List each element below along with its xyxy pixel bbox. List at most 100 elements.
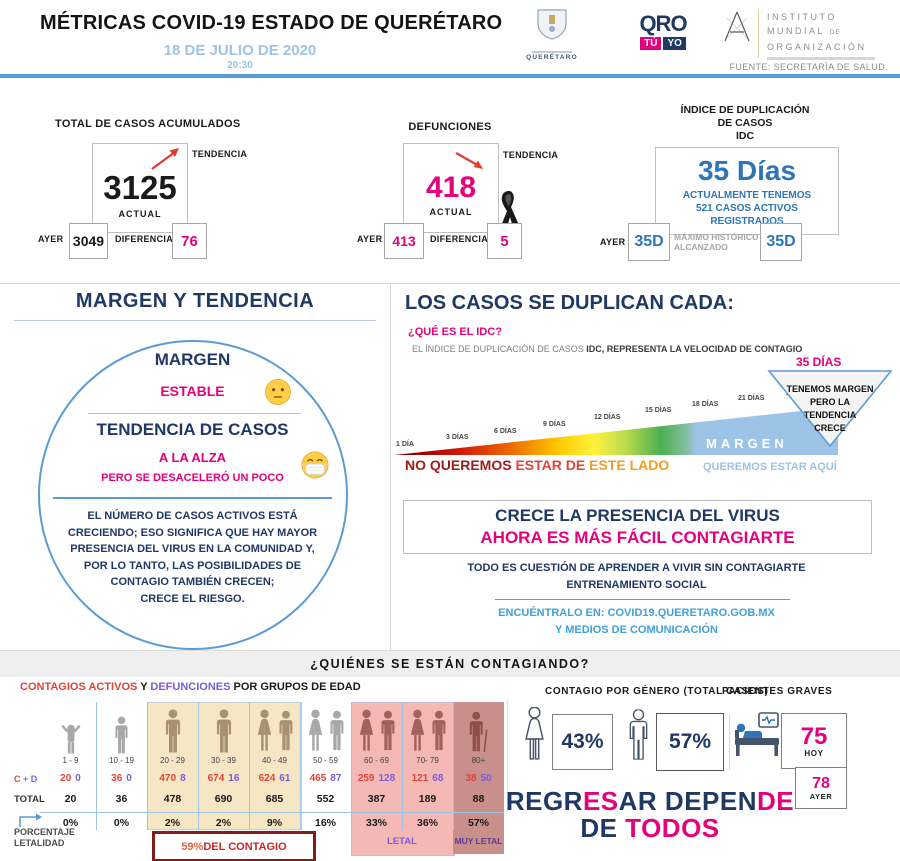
total-cell: 20 (64, 793, 77, 805)
total-cell: 478 (163, 793, 182, 805)
age-label: 20 - 29 (160, 756, 185, 765)
total-cell: 88 (472, 793, 485, 805)
cd-cell: 121 68 (411, 773, 444, 784)
age-label: 10 - 19 (109, 756, 134, 765)
age-labels-row: 1 - 9 10 - 19 20 - 29 30 - 39 40 - 49 50… (45, 756, 504, 765)
pct-cell: 57% (467, 817, 489, 829)
couple-icon (257, 709, 292, 751)
trend-down-icon (455, 152, 483, 169)
idc-value: 35 Días (697, 155, 797, 186)
col-separator (249, 702, 250, 830)
report-time: 20:30 (227, 60, 253, 71)
imo-tagline-bar (767, 57, 875, 60)
defunciones-diff-box: 5 (487, 223, 522, 259)
total-cell: 690 (214, 793, 233, 805)
pct-cell: 0% (113, 817, 130, 829)
total-cell: 189 (418, 793, 437, 805)
pct-cell: 9% (266, 817, 283, 829)
age-icon-30-39 (198, 702, 249, 754)
age-label: 40 - 49 (262, 756, 287, 765)
graves-hoy-value: 75 (800, 722, 828, 750)
total-cell: 552 (316, 793, 335, 805)
pct-cell: 2% (164, 817, 181, 829)
idc-question: ¿QUÉ ES EL IDC? (408, 326, 502, 338)
idc-ayer-label: AYER (600, 237, 626, 247)
days-badge: 35 DÍAS (796, 355, 842, 369)
mourning-ribbon-icon (501, 191, 519, 231)
slogan: REGRESAR DEPENDE DE TODOS (500, 788, 800, 842)
pct-cell: 36% (416, 817, 438, 829)
banner-line2: AHORA ES MÁS FÁCIL CONTAGIARTE (480, 528, 795, 547)
defunciones-trend-label: TENDENCIA (503, 150, 559, 160)
imo-divider (758, 10, 759, 58)
male-pct-box: 57% (656, 713, 724, 771)
source-note: FUENTE: SECRETARÍA DE SALUD. (729, 62, 888, 72)
margen-inner-divider-1 (88, 413, 301, 414)
cd-cell: 38 50 (465, 773, 492, 784)
margen-inner-divider-2 (53, 497, 332, 499)
total-cell: 685 (265, 793, 284, 805)
imo-line3: ORGANIZACIÓN (767, 42, 867, 52)
col-separator (147, 702, 148, 830)
svg-text:TENDENCIA: TENDENCIA (804, 410, 857, 420)
acumulados-diff-box: 76 (172, 223, 207, 259)
age-icon-40-49 (249, 702, 300, 754)
idc-gradient-wedge: MARGEN (394, 407, 838, 455)
man-icon (214, 708, 234, 754)
note-line2: ENTRENAMIENTO SOCIAL (566, 579, 707, 591)
cd-cell: 674 16 (207, 773, 240, 784)
scale-tick-6: 18 DÍAS (692, 401, 719, 408)
margen-word: MARGEN (706, 436, 788, 451)
scale-tick-5: 15 DÍAS (645, 407, 672, 414)
couple-icon (308, 709, 343, 751)
queretaro-crest-icon (537, 9, 567, 40)
margen-circle (38, 340, 348, 650)
imo-line1: INSTITUTO (767, 12, 837, 22)
age-label: 1 - 9 (62, 756, 79, 765)
mask-face-icon (301, 451, 329, 479)
contagio-callout-box: 59% DEL CONTAGIO (152, 831, 316, 861)
cd-cell: 465 87 (309, 773, 342, 784)
age-label: 80+ (471, 756, 486, 765)
good-side-message: QUEREMOS ESTAR AQUÍ (703, 461, 837, 473)
imo-a-icon (724, 11, 750, 42)
female-icon (521, 707, 548, 760)
graves-hoy-label: HOY (804, 748, 824, 758)
idc-description: EL ÍNDICE DE DUPLICACIÓN DE CASOS IDC, R… (412, 344, 803, 354)
cd-cell: 259 128 (357, 773, 396, 784)
svg-text:PERO LA: PERO LA (810, 397, 851, 407)
duplication-title: LOS CASOS SE DUPLICAN CADA: (405, 292, 734, 314)
age-table-subtitle: CONTAGIOS ACTIVOS Y DEFUNCIONES POR GRUP… (20, 681, 361, 693)
qro-wordmark: QRO (639, 11, 687, 36)
imo-logo: INSTITUTO MUNDIAL DE ORGANIZACIÓN (722, 10, 875, 60)
note-line1: TODO ES CUESTIÓN DE APRENDER A VIVIR SIN… (467, 562, 806, 574)
age-icon-10-19 (96, 702, 147, 754)
report-date: 18 DE JULIO DE 2020 (163, 42, 317, 59)
col-separator (96, 702, 97, 830)
bad-side-message: NO QUEREMOS ESTAR DE ESTE LADO (405, 457, 670, 473)
age-label: 30 - 39 (211, 756, 236, 765)
muy-letal-label: MUY LETAL (454, 836, 503, 846)
svg-text:TENEMOS MARGEN: TENEMOS MARGEN (786, 384, 873, 394)
idc-line2: 521 CASOS ACTIVOS (696, 203, 798, 214)
margen-title-underline (14, 320, 376, 321)
section-divider-horizontal (0, 283, 900, 284)
acumulados-value-box: 3125 ACTUAL (92, 143, 188, 233)
scale-tick-1: 3 DÍAS (446, 434, 469, 441)
defunciones-diff-label: DIFERENCIA (430, 234, 489, 244)
section-divider-vertical (390, 283, 391, 652)
acumulados-ayer-label: AYER (38, 234, 64, 244)
total-cell: 387 (367, 793, 386, 805)
letal-label: LETAL (387, 836, 417, 847)
banner-line1: CRECE LA PRESENCIA DEL VIRUS (495, 506, 780, 525)
pct-cell: 0% (62, 817, 79, 829)
child-icon (60, 724, 82, 754)
scale-tick-0: 1 DÍA (396, 441, 414, 448)
defunciones-value-label: ACTUAL (429, 207, 473, 217)
idc-max-box: 35D (760, 223, 802, 261)
idc-value-box: 35 Días ACTUALMENTE TENEMOS 521 CASOS AC… (655, 147, 839, 235)
cd-cell: 624 61 (258, 773, 291, 784)
scale-tick-3: 9 DÍAS (543, 421, 566, 428)
slogan-line2: DE TODOS (580, 813, 720, 843)
cd-cell: 470 8 (159, 773, 186, 784)
